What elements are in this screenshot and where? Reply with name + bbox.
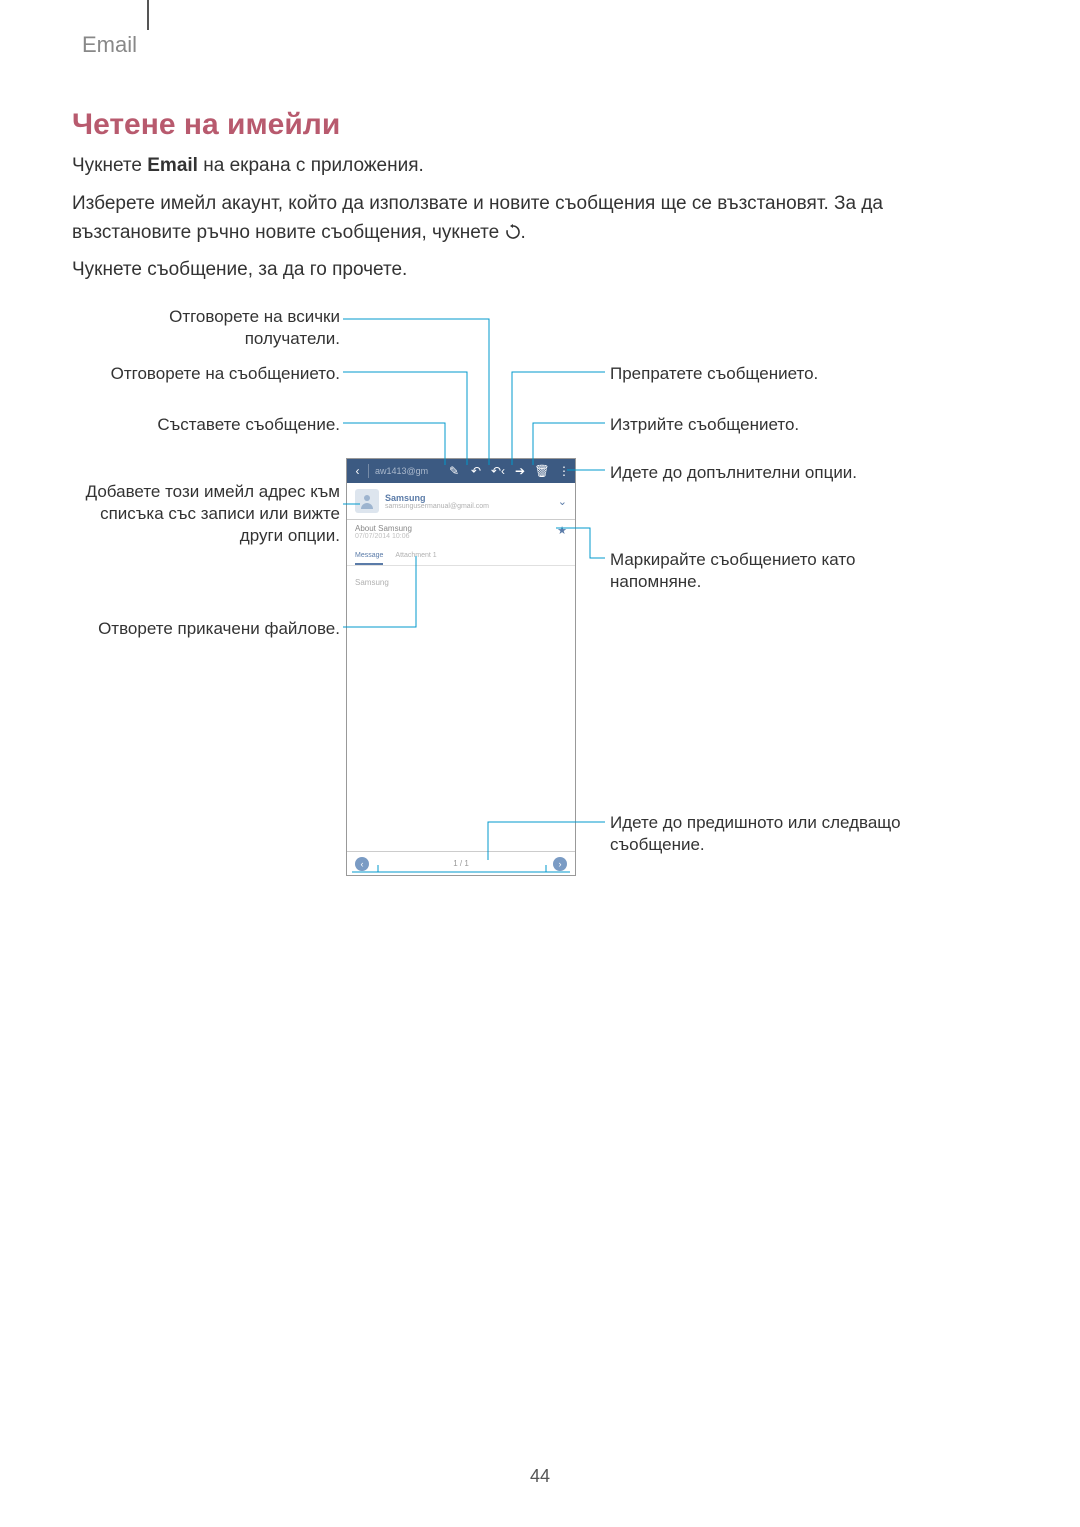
page-header: Email xyxy=(82,32,137,58)
callout-reply: Отговорете на съобщението. xyxy=(80,363,340,385)
phone-tabs: Message Attachment 1 xyxy=(347,548,575,566)
reply-all-icon[interactable]: ↶‹ xyxy=(487,459,509,483)
paragraph-3: Чукнете съобщение, за да го прочете. xyxy=(72,256,992,285)
callout-reply-all: Отговорете на всички получатели. xyxy=(80,306,340,350)
avatar-icon[interactable] xyxy=(355,489,379,513)
phone-screenshot: ‹ aw1413@gm ✎ ↶ ↶‹ ➔ 🗑 ⋮ Samsung samsung… xyxy=(346,458,576,876)
tab-marker xyxy=(147,0,149,30)
nav-counter: 1 / 1 xyxy=(453,859,469,868)
refresh-icon xyxy=(505,224,521,240)
subject-text: About Samsung xyxy=(355,524,567,533)
callout-prev-next: Идете до предишното или следващо съобщен… xyxy=(610,812,910,856)
page-number: 44 xyxy=(530,1466,550,1487)
paragraph-2: Изберете имейл акаунт, който да използва… xyxy=(72,190,992,247)
compose-icon[interactable]: ✎ xyxy=(443,459,465,483)
sender-email: samsungusermanual@gmail.com xyxy=(385,503,552,510)
callout-forward: Препратете съобщението. xyxy=(610,363,910,385)
sender-name: Samsung xyxy=(385,493,552,503)
callout-reminder: Маркирайте съобщението като напомняне. xyxy=(610,549,910,593)
reply-icon[interactable]: ↶ xyxy=(465,459,487,483)
callout-more-options: Идете до допълнителни опции. xyxy=(610,462,910,484)
menu-icon[interactable]: ⋮ xyxy=(553,459,575,483)
forward-icon[interactable]: ➔ xyxy=(509,459,531,483)
star-icon[interactable]: ★ xyxy=(557,524,567,537)
paragraph-1: Чукнете Email на екрана с приложения. xyxy=(72,152,992,181)
phone-toolbar: ‹ aw1413@gm ✎ ↶ ↶‹ ➔ 🗑 ⋮ xyxy=(347,459,575,483)
next-message-icon[interactable]: › xyxy=(553,857,567,871)
callout-delete: Изтрийте съобщението. xyxy=(610,414,910,436)
callout-add-contact: Добавете този имейл адрес към списъка съ… xyxy=(80,481,340,547)
account-label: aw1413@gm xyxy=(369,466,443,476)
back-icon[interactable]: ‹ xyxy=(347,464,369,478)
subject-row: About Samsung 07/07/2014 10:06 ★ xyxy=(347,520,575,542)
subject-date: 07/07/2014 10:06 xyxy=(355,533,567,540)
expand-chevron-icon[interactable]: ⌄ xyxy=(558,495,567,508)
callout-compose: Съставете съобщение. xyxy=(80,414,340,436)
phone-nav: ‹ 1 / 1 › xyxy=(347,851,575,875)
tab-attachment[interactable]: Attachment 1 xyxy=(395,548,436,565)
prev-message-icon[interactable]: ‹ xyxy=(355,857,369,871)
callout-attachments: Отворете прикачени файлове. xyxy=(80,618,340,640)
delete-icon[interactable]: 🗑 xyxy=(531,459,553,483)
sender-row: Samsung samsungusermanual@gmail.com ⌄ xyxy=(347,483,575,520)
tab-message[interactable]: Message xyxy=(355,548,383,565)
section-title: Четене на имейли xyxy=(72,108,340,142)
email-body: Samsung xyxy=(347,566,575,599)
